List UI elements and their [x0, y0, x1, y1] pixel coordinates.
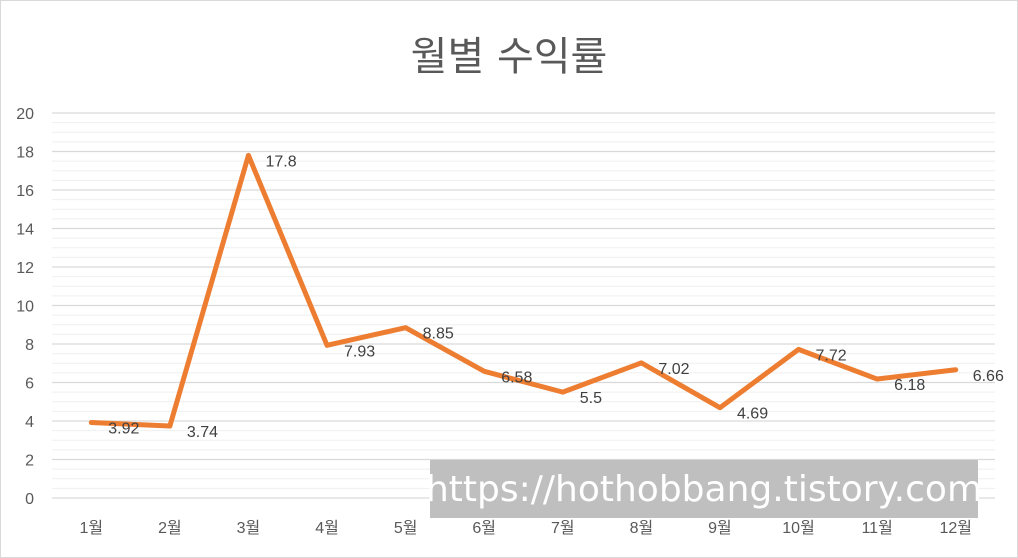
data-label: 6.18 [894, 377, 925, 394]
x-tick-label: 10월 [782, 519, 815, 537]
x-tick-label: 2월 [158, 519, 182, 537]
watermark-text: https://hothobbang.tistory.com [426, 469, 982, 510]
x-axis-ticks: 1월 2월 3월 4월 5월 6월 7월 8월 9월 10월 11월 12월 [79, 519, 971, 537]
data-labels: 3.92 3.74 17.8 7.93 8.85 6.58 5.5 7.02 4.69 7.72 6… [108, 153, 1004, 441]
x-tick-label: 1월 [79, 519, 103, 537]
y-tick-label: 12 [16, 260, 34, 277]
x-tick-label: 3월 [237, 519, 261, 537]
y-tick-label: 0 [25, 491, 34, 508]
y-tick-label: 14 [16, 222, 34, 239]
x-tick-label: 7월 [551, 519, 575, 537]
x-tick-label: 6월 [472, 519, 496, 537]
data-label: 6.58 [501, 369, 532, 386]
data-label: 6.66 [973, 368, 1004, 385]
y-tick-label: 4 [25, 414, 34, 431]
data-label: 17.8 [265, 153, 296, 170]
watermark: https://hothobbang.tistory.com [426, 460, 982, 518]
y-tick-label: 8 [25, 337, 34, 354]
chart-title: 월별 수익률 [411, 34, 608, 80]
series-group [88, 152, 959, 429]
y-tick-label: 18 [16, 145, 34, 162]
y-tick-label: 10 [16, 299, 34, 316]
x-tick-label: 5월 [394, 519, 418, 537]
x-tick-label: 9월 [708, 519, 732, 537]
data-label: 3.74 [187, 424, 218, 441]
series-line [88, 152, 959, 429]
y-axis-ticks: 0 2 4 6 8 10 12 14 16 18 20 [16, 106, 34, 508]
data-label: 7.93 [344, 343, 375, 360]
x-tick-label: 12월 [939, 519, 972, 537]
x-tick-label: 11월 [861, 519, 892, 537]
data-label: 8.85 [423, 326, 454, 343]
y-tick-label: 2 [25, 453, 34, 470]
x-tick-label: 8월 [630, 519, 654, 537]
data-label: 3.92 [108, 421, 139, 438]
y-tick-label: 16 [16, 183, 34, 200]
data-label: 5.5 [580, 390, 602, 407]
watermark-background [430, 460, 978, 518]
x-tick-label: 4월 [315, 519, 339, 537]
data-label: 4.69 [737, 406, 768, 423]
data-label: 7.72 [816, 347, 847, 364]
y-tick-label: 6 [25, 376, 34, 393]
data-label: 7.02 [658, 361, 689, 378]
y-tick-label: 20 [16, 106, 34, 123]
